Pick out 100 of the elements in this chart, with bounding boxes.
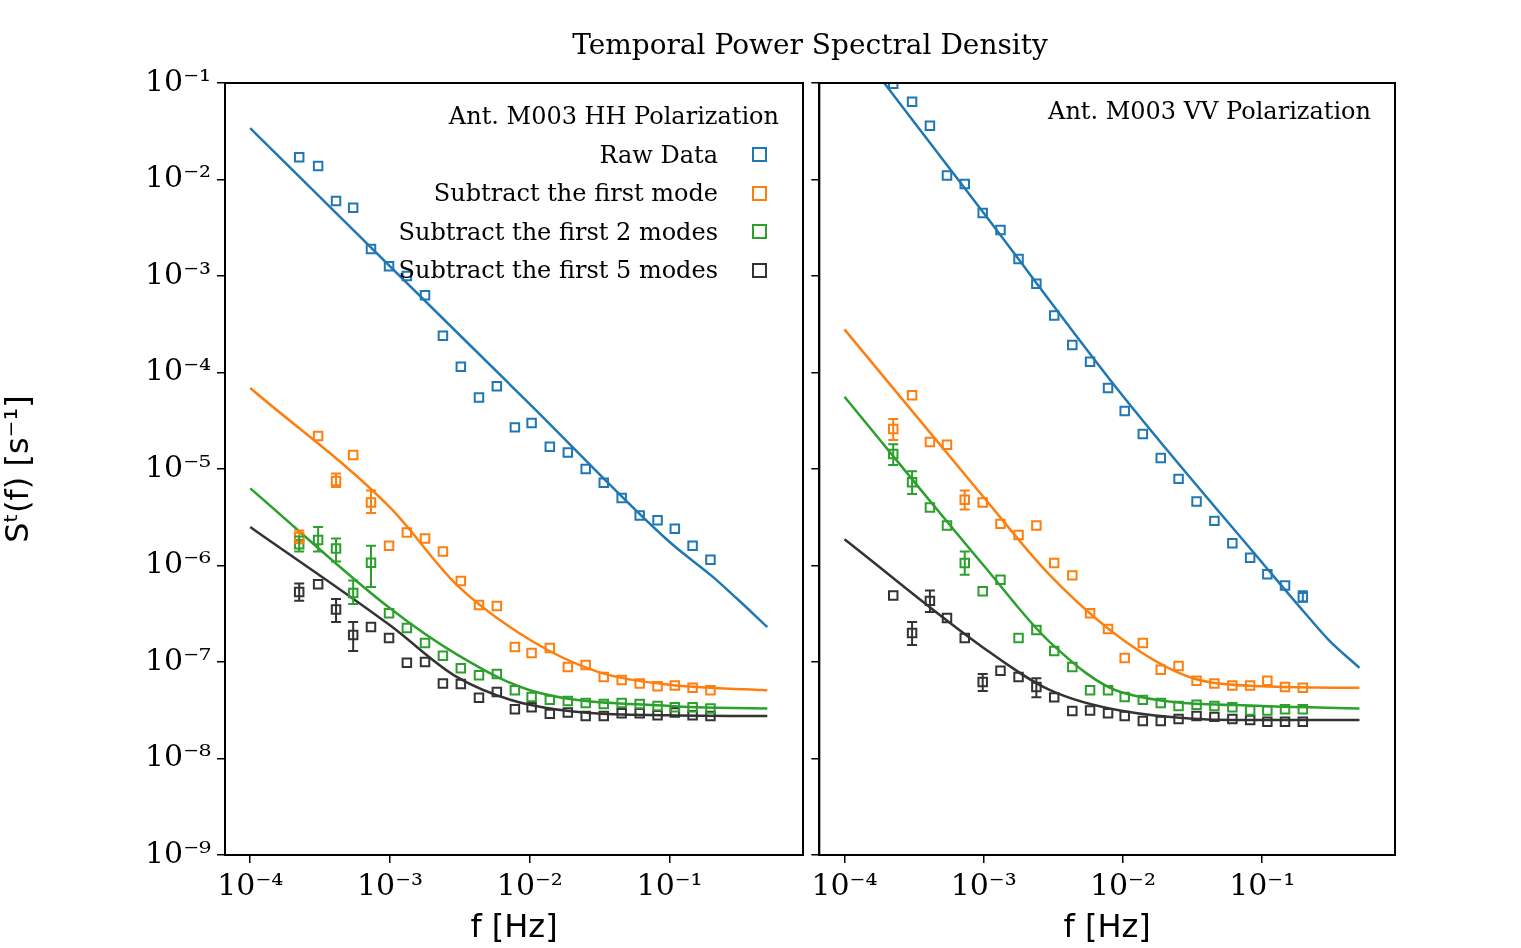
point [544,708,556,720]
y-tick-label: 10⁻⁵ [144,448,211,484]
y-tick-label: 10⁻³ [144,255,211,291]
point [1137,428,1149,440]
point [1119,405,1130,417]
x-axis-title: f [Hz] [470,907,558,946]
point [437,678,449,689]
x-axis-title: f [Hz] [1063,907,1151,946]
point [1031,278,1042,290]
point [941,612,953,624]
point [598,477,609,489]
legend-label: Raw Data [599,139,718,171]
point [906,627,918,639]
point [941,170,953,181]
point [1102,684,1114,696]
point [401,527,413,538]
point [312,430,324,442]
point [1102,382,1114,394]
point [1084,608,1096,619]
point [616,674,627,686]
point [652,514,663,526]
point [365,243,377,255]
point [455,663,467,674]
y-tick-label: 10⁻⁶ [144,545,211,581]
point [1119,710,1130,722]
point [526,417,537,429]
y-tick-label: 10⁻¹ [144,62,211,98]
point [1191,710,1202,722]
point [419,637,431,649]
annotation: Ant. M003 VV Polarization [1048,97,1371,125]
legend-label: Subtract the first mode [433,178,718,209]
point [1119,691,1130,703]
point [977,497,988,508]
point [652,710,663,721]
point [1262,705,1273,716]
point [312,160,324,172]
y-tick-label: 10⁻⁴ [144,352,211,388]
point [1262,716,1273,728]
x-tick-label: 10⁻¹ [1229,866,1296,902]
point [1279,681,1291,693]
point [669,680,681,691]
point [1297,703,1309,715]
point [365,497,377,508]
point [293,152,305,163]
point [1013,632,1024,644]
x-tick-label: 10⁻³ [357,866,424,902]
point [526,701,537,713]
point [616,707,627,719]
point [473,392,485,403]
point [562,447,574,458]
point [1067,339,1078,351]
point [1191,675,1202,686]
point [330,195,342,207]
x-tick-label: 10⁻³ [950,866,1017,902]
point [1155,664,1166,676]
point [1137,694,1149,706]
x-tick-label: 10⁻¹ [636,866,703,902]
point [652,681,663,692]
point [1173,660,1184,672]
point [383,632,395,644]
point [995,518,1006,530]
point [562,695,574,707]
point [959,494,970,505]
point [365,621,377,633]
point [437,330,449,342]
point [347,449,359,461]
point [616,492,627,504]
point [1173,700,1184,712]
chart-title: Temporal Power Spectral Density [571,28,1049,61]
point [1155,697,1166,709]
point [1209,711,1220,723]
y-tick-label: 10⁻⁷ [144,641,211,677]
point [330,543,342,554]
point [1102,707,1114,719]
point [419,290,431,301]
point [293,586,305,598]
point [1048,692,1060,703]
point [1137,715,1149,727]
point [455,575,467,587]
point [347,629,359,641]
point [1119,652,1130,664]
point [1244,714,1256,726]
point [906,476,918,488]
legend-label: Subtract the first 5 modes [398,255,718,286]
point [1013,253,1024,265]
point [1244,552,1256,564]
point [1191,496,1202,507]
point [924,502,936,513]
point [1209,515,1220,527]
point [924,595,936,607]
point [1048,645,1060,657]
y-tick-label: 10⁻² [144,159,211,195]
point [544,441,556,452]
point [687,540,698,552]
point [1137,637,1149,649]
point [526,647,537,659]
point [509,703,521,715]
point [995,224,1006,236]
point [1209,700,1220,712]
point [669,523,681,535]
